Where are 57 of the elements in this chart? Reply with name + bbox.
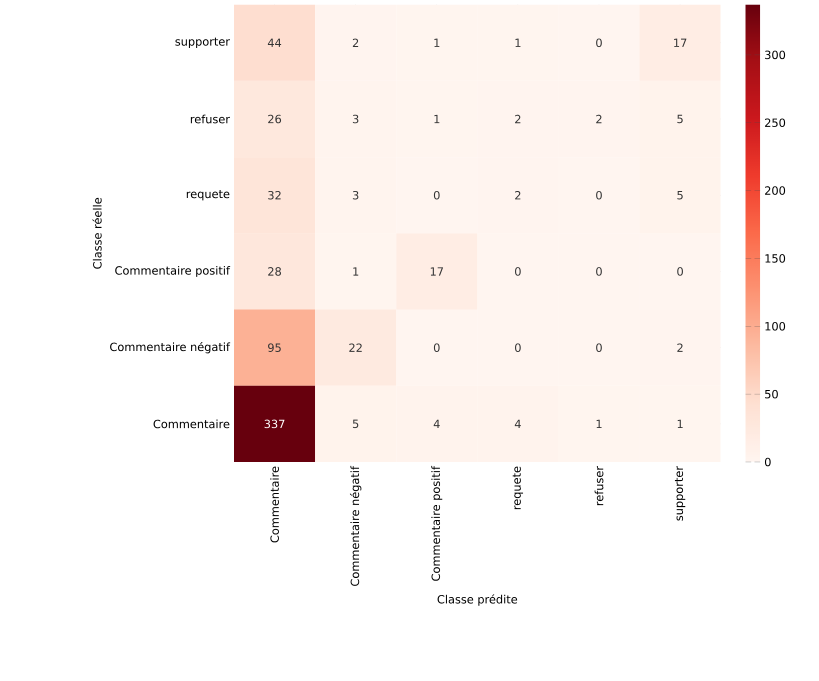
x-tick-label: supporter: [674, 466, 686, 521]
data-label: 0: [596, 343, 602, 352]
data-label: 17: [430, 267, 444, 276]
data-label: 0: [515, 343, 521, 352]
data-label: 3: [352, 190, 358, 200]
data-label: 95: [268, 343, 281, 352]
color-bar-label: 50: [765, 390, 778, 398]
data-label: 0: [515, 267, 521, 276]
data-label: 5: [352, 420, 358, 428]
data-label: 0: [596, 190, 602, 200]
color-bar-label: 250: [765, 118, 786, 128]
data-label: 2: [515, 191, 520, 200]
y-tick-label: supporter: [175, 38, 230, 48]
data-label: 4: [434, 420, 440, 428]
color-bar-label: 0: [764, 458, 771, 466]
data-label: 1: [678, 420, 683, 428]
data-label: 0: [434, 190, 440, 200]
data-label: 4: [514, 420, 521, 428]
data-label: 22: [349, 343, 362, 352]
y-tick-label: requete: [186, 190, 230, 200]
data-label: 28: [268, 267, 281, 276]
data-label: 17: [674, 38, 686, 47]
color-bar-label: 300: [765, 50, 786, 60]
y-tick-label: refuser: [190, 114, 230, 124]
x-tick-label: requete: [512, 466, 524, 510]
x-tick-label: Commentaire positif: [431, 466, 442, 581]
color-bar-label: 100: [765, 322, 786, 331]
data-label: 32: [268, 190, 281, 200]
data-label: 1: [596, 420, 602, 428]
color-bar-label: 150: [765, 254, 786, 263]
y-tick-label: Commentaire positif: [115, 266, 230, 277]
data-label: 1: [516, 38, 520, 47]
data-label: 0: [434, 343, 440, 352]
data-label: 26: [268, 114, 282, 124]
data-label: 1: [353, 267, 358, 276]
y-axis-title: Classe réelle: [92, 198, 102, 269]
x-tick-label: refuser: [594, 466, 604, 506]
data-label: 1: [434, 114, 440, 124]
data-label: 2: [352, 38, 358, 47]
data-label: 337: [264, 420, 284, 428]
color-bar-label: 200: [765, 186, 786, 195]
y-tick-label: Commentaire: [154, 419, 230, 428]
data-label: 5: [677, 191, 683, 200]
data-label: 2: [515, 114, 520, 124]
y-tick-label: Commentaire négatif: [110, 342, 230, 354]
data-label: 1: [434, 38, 440, 47]
data-label: 2: [677, 343, 683, 352]
x-tick-label: Commentaire: [270, 466, 279, 542]
data-label: 0: [596, 267, 602, 276]
data-label: 5: [677, 114, 683, 124]
data-label: 0: [596, 38, 602, 48]
x-axis-title: Classe prédite: [438, 594, 518, 606]
data-label: 0: [677, 267, 683, 276]
data-label: 2: [596, 114, 602, 124]
x-tick-label: Commentaire négatif: [350, 466, 362, 586]
data-label: 3: [352, 114, 358, 124]
data-label: 44: [268, 38, 282, 47]
